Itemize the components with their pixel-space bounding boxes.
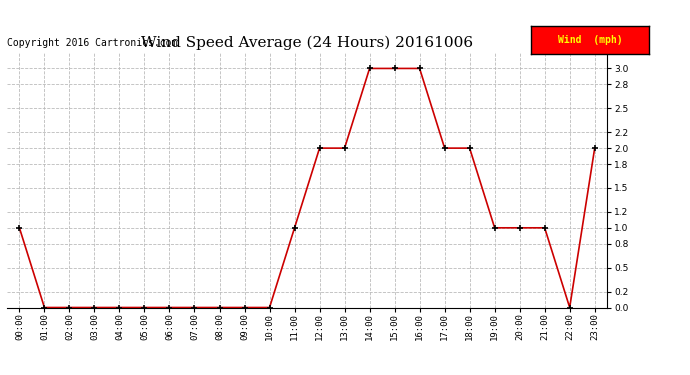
Text: Copyright 2016 Cartronics.com: Copyright 2016 Cartronics.com bbox=[7, 38, 177, 48]
Text: Wind  (mph): Wind (mph) bbox=[558, 35, 622, 45]
Title: Wind Speed Average (24 Hours) 20161006: Wind Speed Average (24 Hours) 20161006 bbox=[141, 36, 473, 50]
